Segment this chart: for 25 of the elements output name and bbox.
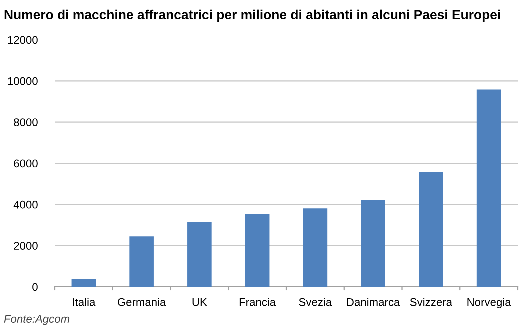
- bar: [419, 172, 444, 287]
- x-tick-label: Francia: [240, 298, 276, 306]
- bar: [130, 236, 154, 287]
- chart-title: Numero di macchine affrancatrici per milione di abitanti in alcuni Paesi Europei: [4, 10, 500, 22]
- y-tick-label: 6000: [14, 160, 38, 168]
- bar: [245, 214, 270, 287]
- source-note: Fonte:Agcom: [4, 315, 70, 326]
- y-tick-label: 12000: [8, 36, 38, 44]
- x-tick-label: Svezia: [299, 298, 332, 306]
- y-tick-label: 4000: [14, 200, 38, 209]
- bar: [361, 200, 386, 287]
- bar: [303, 208, 328, 287]
- x-tick-label: Danimarca: [347, 298, 400, 306]
- bar: [188, 222, 212, 287]
- x-tick-label: Germania: [118, 298, 166, 306]
- x-tick-label: Norvegia: [468, 298, 512, 308]
- bar: [72, 279, 96, 287]
- x-tick-label: Italia: [73, 298, 96, 306]
- y-tick-label: 0: [32, 283, 38, 292]
- bar: [476, 90, 502, 287]
- y-tick-label: 8000: [14, 118, 38, 126]
- y-tick-label: 2000: [14, 242, 38, 250]
- x-tick-label: Svizzera: [410, 298, 452, 306]
- y-tick-label: 10000: [8, 77, 38, 86]
- x-tick-label: UK: [192, 298, 208, 306]
